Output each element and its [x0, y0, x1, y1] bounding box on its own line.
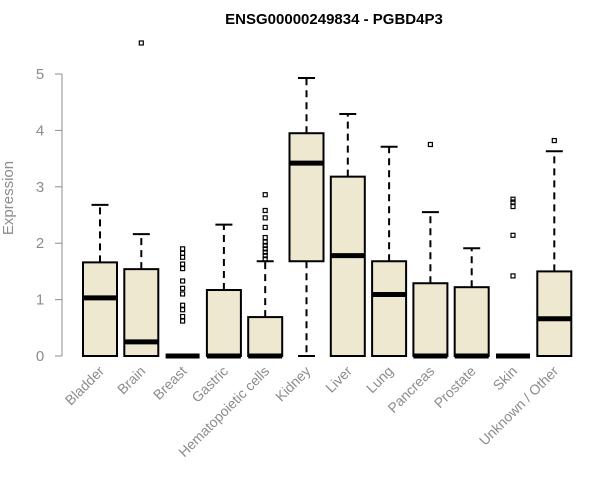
outlier-point: [180, 307, 186, 313]
outlier-point: [510, 273, 516, 279]
x-tick-label: Breast: [150, 363, 190, 403]
y-tick-label: 2: [36, 235, 44, 252]
outlier-point: [138, 40, 144, 46]
outlier-point: [180, 246, 186, 252]
box-group: [496, 196, 530, 359]
x-tick-label: Brain: [114, 363, 148, 397]
box-group: [205, 223, 242, 359]
x-tick-label: Liver: [322, 363, 355, 396]
outlier-point: [551, 137, 557, 144]
outlier-point: [180, 265, 186, 272]
box: [536, 270, 573, 357]
outlier-point: [262, 215, 268, 221]
box-series: [82, 40, 573, 359]
y-axis-ticks: 0 1 2 3 4 5: [36, 66, 62, 365]
outlier-point: [262, 249, 268, 255]
box: [329, 175, 366, 357]
x-tick-label: Lung: [363, 363, 396, 396]
outlier-point: [510, 196, 516, 202]
box-group: [453, 247, 490, 359]
box: [288, 132, 325, 263]
outlier-point: [510, 232, 516, 238]
outlier-point: [262, 224, 268, 231]
box: [371, 260, 408, 357]
box: [412, 282, 449, 357]
y-tick-label: 3: [36, 179, 44, 196]
box-group: [247, 192, 284, 359]
outlier-point: [510, 203, 516, 210]
y-tick-label: 4: [36, 122, 44, 139]
outlier-point: [180, 313, 186, 320]
outlier-point: [180, 291, 186, 297]
outlier-point: [262, 207, 268, 214]
y-tick-label: 0: [36, 348, 44, 365]
box-group: [288, 76, 325, 357]
y-tick-label: 5: [36, 66, 44, 83]
y-axis-label: Expression: [0, 161, 17, 235]
outlier-point: [180, 285, 186, 291]
outlier-point: [262, 234, 268, 241]
outlier-point: [180, 261, 186, 267]
outlier-point: [262, 246, 268, 252]
box: [82, 261, 118, 358]
outlier-point: [427, 141, 433, 148]
x-tick-label: Prostate: [431, 363, 479, 411]
outlier-point: [180, 318, 186, 324]
outlier-point: [180, 278, 186, 284]
x-tick-label: Kidney: [272, 363, 314, 405]
outlier-point: [262, 242, 268, 249]
box: [453, 286, 490, 357]
x-tick-label: Bladder: [62, 363, 108, 409]
outlier-point: [510, 199, 516, 205]
box-group: [82, 203, 118, 358]
box-group: [371, 145, 408, 357]
outlier-point: [262, 256, 268, 262]
chart-title: ENSG00000249834 - PGBD4P3: [225, 11, 443, 28]
box-group: [165, 246, 200, 359]
box-group: [123, 40, 160, 358]
box-group: [412, 141, 449, 359]
y-tick-label: 1: [36, 292, 44, 309]
box-group: [329, 113, 366, 357]
box: [205, 289, 242, 357]
box: [247, 316, 284, 358]
outlier-point: [180, 302, 186, 308]
x-tick-label: Skin: [490, 363, 521, 394]
box-group: [536, 137, 573, 357]
outlier-point: [262, 192, 268, 198]
outlier-point: [262, 253, 268, 259]
